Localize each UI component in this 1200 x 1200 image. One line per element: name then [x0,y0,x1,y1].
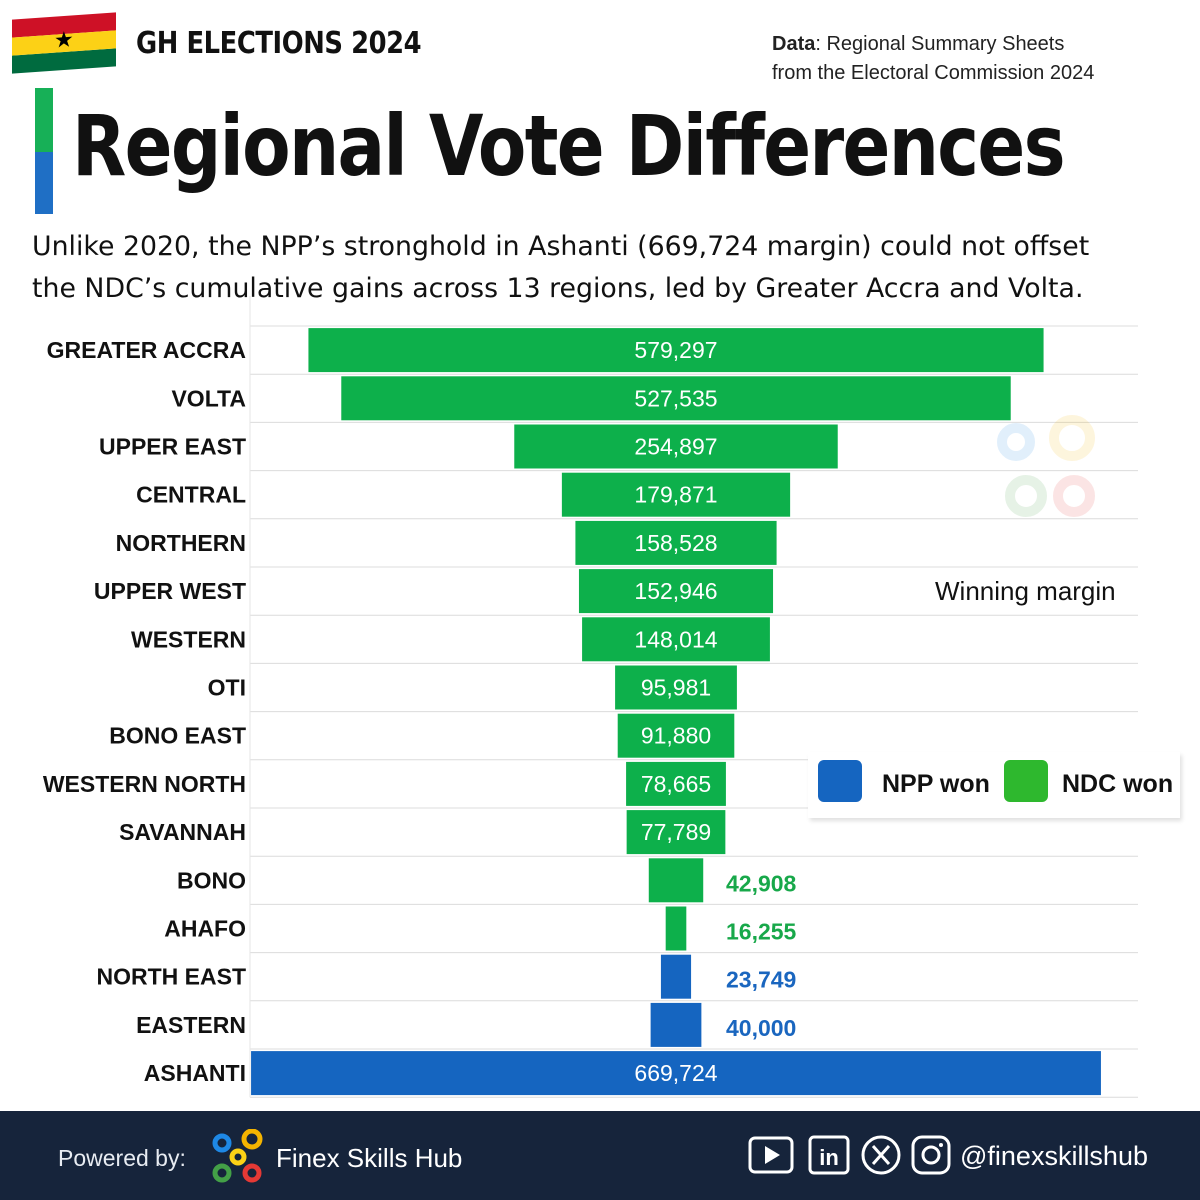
bar-value-label: 40,000 [726,1015,796,1041]
svg-text:in: in [819,1145,839,1170]
youtube-icon[interactable] [748,1135,794,1175]
region-label: CENTRAL [136,482,246,508]
brand-name[interactable]: Finex Skills Hub [276,1143,463,1173]
subtitle: Unlike 2020, the NPP’s stronghold in Ash… [32,226,1182,310]
region-label: BONO [177,867,246,893]
finex-logo-icon[interactable] [212,1129,264,1185]
title-accent-bar [35,88,53,214]
source-label: Data [772,33,816,55]
bar-value-label: 42,908 [726,870,797,896]
source-line-1: : Regional Summary Sheets [815,33,1065,55]
bar-ndc [575,520,777,565]
bar-value-label: 95,981 [641,675,711,701]
bar-ndc [341,376,1011,421]
social-handle[interactable]: @finexskillshub [960,1141,1148,1171]
bar-value-label: 91,880 [641,723,711,749]
bar-ndc [308,328,1044,373]
bar-ndc [514,424,838,469]
instagram-icon[interactable] [908,1135,954,1175]
region-label: EASTERN [136,1012,246,1038]
bar-ndc [626,761,726,806]
source-line-2: from the Electoral Commission 2024 [772,62,1095,84]
region-label: WESTERN NORTH [43,771,246,797]
footer: Powered by: Finex Skills Hub in @finexsk… [0,1111,1200,1200]
bar-npp [650,1002,702,1047]
bar-npp [251,1051,1101,1096]
region-label: WESTERN [131,626,246,652]
page-title: Regional Vote Differences [72,97,1066,195]
bar-ndc [617,713,735,758]
bar-ndc [648,858,704,903]
bar-value-label: 78,665 [641,771,711,797]
region-label: UPPER WEST [94,578,246,604]
region-label: GREATER ACCRA [47,337,246,363]
region-label: NORTH EAST [97,964,247,990]
data-source: Data: Regional Summary Sheets from the E… [772,30,1094,88]
bar-ndc [582,617,770,662]
bar-npp [660,954,692,999]
bar-value-label: 77,789 [641,819,711,845]
region-label: VOLTA [171,385,246,411]
watermark-logo-icon [990,412,1100,522]
bar-value-label: 158,528 [634,530,717,556]
bar-value-label: 179,871 [634,482,717,508]
powered-by-label: Powered by: [58,1145,186,1171]
bar-value-label: 579,297 [634,337,717,363]
linkedin-icon[interactable]: in [806,1135,852,1175]
legend-ndc-label: NDC won [1062,770,1174,798]
region-label: SAVANNAH [119,819,246,845]
region-label: NORTHERN [116,530,246,556]
bar-ndc [626,810,726,855]
bar-ndc [615,665,737,710]
x-icon[interactable] [858,1135,904,1175]
region-label: BONO EAST [109,723,246,749]
bar-value-label: 527,535 [634,385,717,411]
bar-ndc [561,472,791,517]
bar-ndc [665,906,687,951]
header-title: GH ELECTIONS 2024 [136,26,422,61]
bar-value-label: 152,946 [634,578,717,604]
bar-value-label: 669,724 [634,1060,717,1086]
subtitle-line-1: Unlike 2020, the NPP’s stronghold in Ash… [32,231,1090,262]
bar-value-label: 148,014 [634,626,717,652]
bar-value-label: 23,749 [726,967,796,993]
legend-ndc-swatch [1004,760,1048,802]
region-label: UPPER EAST [99,434,246,460]
legend: NPP won NDC won [808,752,1180,818]
legend-npp-label: NPP won [882,770,990,798]
bar-value-label: 254,897 [634,434,717,460]
legend-title: Winning margin [935,576,1116,606]
bar-value-label: 16,255 [726,919,797,945]
region-label: ASHANTI [144,1060,246,1086]
region-label: OTI [208,675,246,701]
subtitle-line-2: the NDC’s cumulative gains across 13 reg… [32,273,1084,304]
region-label: AHAFO [164,916,246,942]
legend-npp-swatch [818,760,862,802]
vote-difference-chart: GREATER ACCRA 579,297 VOLTA 527,535 UPPER EA… [43,296,1138,1098]
bar-ndc [578,569,774,614]
